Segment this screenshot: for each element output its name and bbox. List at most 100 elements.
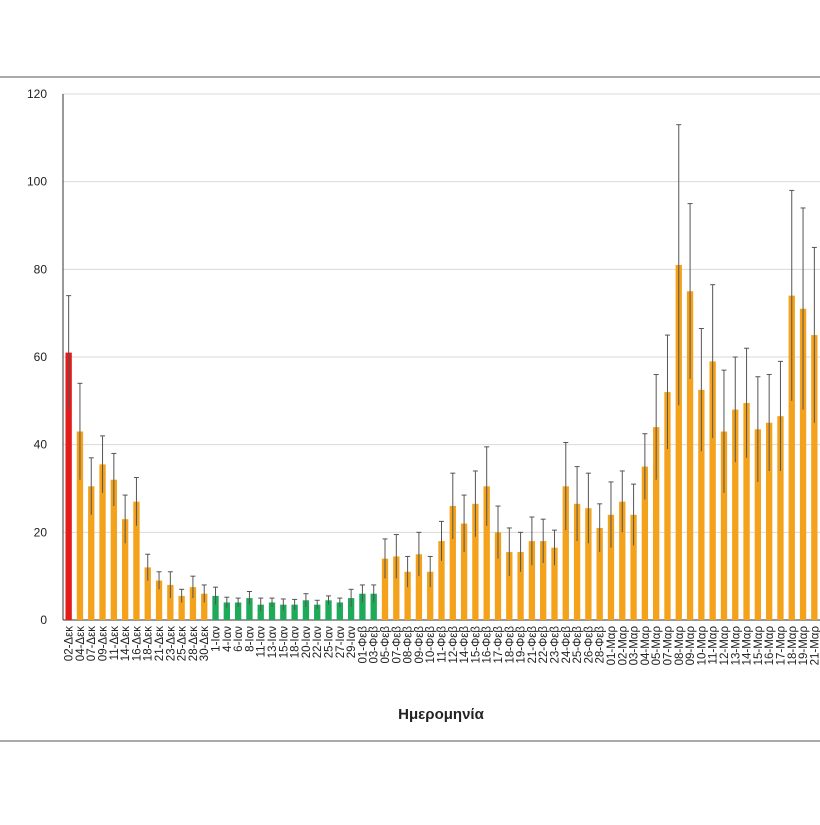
bar	[404, 571, 411, 620]
bar	[664, 392, 671, 620]
x-tick-label: 8-Ιαν	[244, 626, 256, 652]
x-tick-label: 11-Φεβ	[437, 626, 449, 663]
bar	[483, 486, 490, 620]
bar	[585, 508, 592, 620]
bar	[596, 527, 603, 620]
bar	[393, 556, 400, 620]
bar	[799, 308, 807, 620]
bar	[246, 598, 253, 620]
x-tick-label: 12-Μαρ	[719, 626, 731, 666]
x-tick-label: 14-Δεκ	[120, 626, 132, 661]
bar	[573, 503, 581, 620]
bar	[528, 541, 536, 620]
x-tick-label: 10-Μαρ	[696, 626, 708, 666]
bar	[449, 506, 456, 620]
x-tick-label: 07-Δεκ	[86, 626, 98, 661]
bar	[675, 264, 682, 620]
x-tick-label: 22-Φεβ	[538, 626, 550, 664]
bar	[811, 335, 818, 620]
bar	[709, 361, 716, 620]
bar	[562, 486, 569, 620]
y-tick-label: 40	[34, 438, 48, 452]
x-tick-label: 18-Δεκ	[143, 626, 155, 661]
x-tick-label: 17-Μαρ	[775, 626, 787, 666]
bar	[415, 554, 423, 620]
bar	[291, 604, 298, 620]
x-tick-label: 03-Μαρ	[629, 626, 641, 666]
x-tick-label: 18-Ιαν	[290, 626, 302, 658]
x-tick-label: 05-Φεβ	[380, 626, 392, 664]
bar	[121, 519, 129, 620]
bar	[777, 416, 784, 620]
x-tick-label: 14-Φεβ	[459, 626, 471, 664]
x-tick-label: 14-Μαρ	[742, 626, 754, 666]
bar	[268, 602, 276, 620]
x-tick-label: 15-Φεβ	[470, 626, 482, 664]
bar	[551, 547, 558, 620]
bar	[720, 431, 728, 620]
x-tick-label: 18-Φεβ	[504, 626, 516, 664]
bar	[641, 466, 649, 620]
y-tick-label: 100	[27, 175, 47, 189]
x-tick-label: 21-Φεβ	[527, 626, 539, 664]
x-tick-label: 13-Ιαν	[267, 626, 279, 658]
bar	[280, 604, 287, 620]
bar	[460, 523, 468, 620]
bar	[698, 389, 705, 620]
x-tick-label: 29-Ιαν	[346, 626, 358, 658]
x-tick-label: 10-Φεβ	[425, 626, 437, 664]
x-tick-label: 07-Φεβ	[391, 626, 403, 664]
x-tick-label: 09-Δεκ	[98, 626, 110, 661]
x-tick-label: 09-Μαρ	[685, 626, 697, 666]
bar	[788, 295, 795, 620]
x-tick-label: 27-Ιαν	[335, 626, 347, 658]
x-tick-label: 28-Φεβ	[595, 626, 607, 664]
x-tick-label: 19-Φεβ	[516, 626, 528, 664]
y-tick-label: 20	[34, 525, 48, 539]
x-tick-label: 25-Φεβ	[572, 626, 584, 664]
bar	[743, 403, 750, 620]
bar	[201, 593, 208, 620]
bar	[302, 600, 310, 620]
x-tick-label: 28-Δεκ	[188, 626, 200, 661]
x-tick-label: 11-Μαρ	[708, 626, 720, 665]
bar	[189, 587, 197, 620]
x-tick-label: 16-Φεβ	[482, 626, 494, 664]
y-tick-label: 60	[34, 350, 48, 364]
y-tick-label: 0	[40, 613, 47, 627]
x-tick-label: 4-Ιαν	[222, 626, 234, 652]
x-tick-label: 08-Μαρ	[674, 626, 686, 666]
bar	[314, 604, 321, 620]
bar	[110, 479, 118, 620]
bar	[607, 514, 615, 620]
x-tick-label: 23-Δεκ	[165, 626, 177, 661]
bar	[630, 514, 637, 620]
bar	[144, 567, 151, 620]
x-tick-label: 02-Μαρ	[617, 626, 629, 666]
bar	[99, 464, 106, 620]
bar	[438, 541, 445, 620]
bar	[540, 541, 547, 620]
x-tick-label: 04-Δεκ	[75, 626, 87, 661]
bar	[754, 429, 762, 620]
x-tick-label: 30-Δεκ	[199, 626, 211, 661]
bar	[257, 604, 264, 620]
x-tick-label: 11-Ιαν	[256, 626, 268, 658]
bar	[765, 422, 773, 620]
chart-frame	[0, 76, 820, 742]
x-tick-label: 16-Μαρ	[764, 626, 776, 666]
bar	[686, 291, 694, 620]
x-tick-label: 18-Μαρ	[787, 626, 799, 666]
bar	[347, 598, 355, 620]
x-tick-label: 22-Ιαν	[312, 626, 324, 658]
x-tick-label: 01-Μαρ	[606, 626, 618, 666]
bar	[223, 602, 230, 620]
bar	[732, 409, 739, 620]
x-tick-label: 25-Ιαν	[324, 626, 336, 658]
x-tick-label: 19-Μαρ	[798, 626, 810, 666]
x-axis-label: Ημερομηνία	[398, 706, 484, 723]
x-tick-label: 15-Ιαν	[278, 626, 290, 658]
bar	[336, 602, 343, 620]
x-tick-label: 26-Φεβ	[583, 626, 595, 664]
